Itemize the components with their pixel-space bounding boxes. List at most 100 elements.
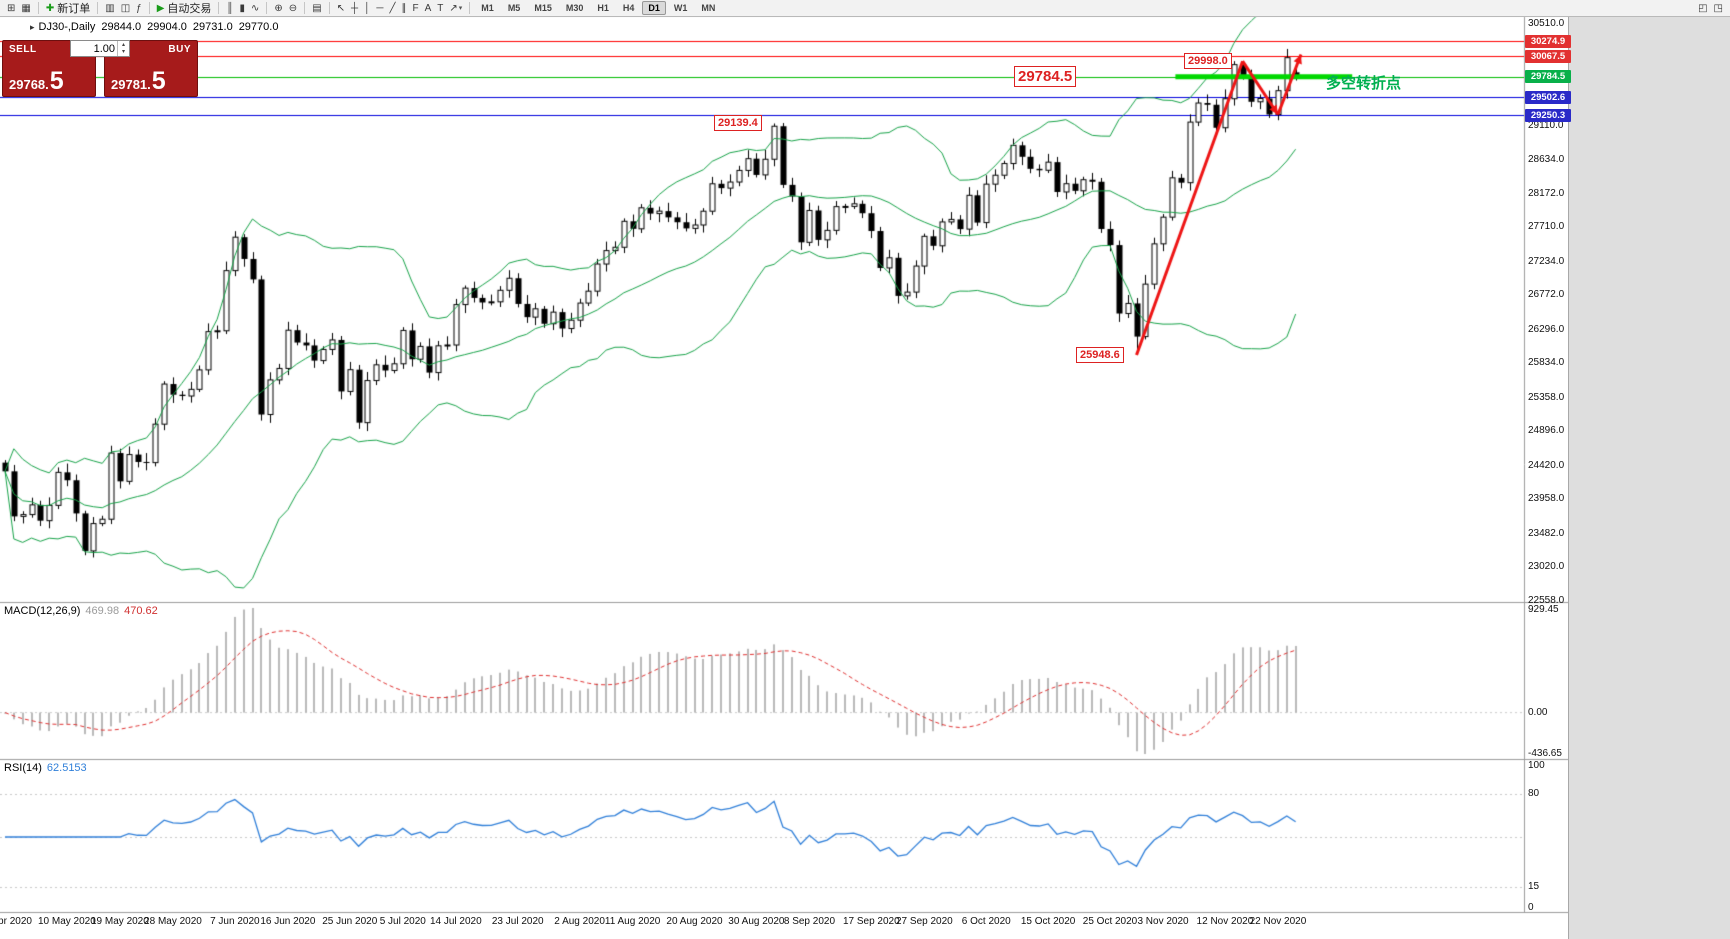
bar-chart-button[interactable]: ║ <box>224 1 235 16</box>
low-value: 29731.0 <box>192 21 233 33</box>
horizontal-line-icon: ─ <box>376 2 384 14</box>
rsi-axis-label: 0 <box>1528 902 1534 913</box>
fibonacci-button[interactable]: F <box>411 1 421 16</box>
timeframe-m1[interactable]: M1 <box>481 3 494 13</box>
date-axis-label: 25 Jun 2020 <box>322 916 378 927</box>
rsi-indicator-label: RSI(14) 62.5153 <box>4 762 87 774</box>
timeframe-m30[interactable]: M30 <box>565 3 584 13</box>
date-axis-label: 12 Nov 2020 <box>1196 916 1254 927</box>
rsi-axis-label: 100 <box>1528 760 1545 771</box>
date-axis-label: 6 Oct 2020 <box>961 916 1011 927</box>
buy-label: BUY <box>168 44 191 55</box>
price-axis-label: 22558.0 <box>1528 595 1565 606</box>
date-axis-label: 23 Jul 2020 <box>491 916 544 927</box>
vertical-line-button[interactable]: │ <box>362 1 372 16</box>
price-axis-label: 24896.0 <box>1528 425 1565 437</box>
navigator-button[interactable]: ◫ <box>119 1 132 16</box>
zoom-in-icon: ⊕ <box>274 2 283 14</box>
date-axis-label: 15 Oct 2020 <box>1020 916 1076 927</box>
toolbar-separator <box>328 2 330 14</box>
cursor-button[interactable]: ↖ <box>335 1 347 16</box>
price-label-29139: 29139.4 <box>714 115 762 132</box>
tile-windows-button[interactable]: ▤ <box>310 1 323 16</box>
volume-field[interactable]: 1.00 ▴ ▾ <box>70 40 130 57</box>
toolbar-separator <box>97 2 99 14</box>
price-chart-canvas[interactable] <box>0 0 1568 939</box>
profiles-button[interactable]: ▦ <box>19 1 32 16</box>
new-chart-button[interactable]: ⊞ <box>5 1 17 16</box>
date-axis-label: 5 Jul 2020 <box>379 916 426 927</box>
rsi-value: 62.5153 <box>46 762 87 774</box>
price-axis-label: 24420.0 <box>1528 459 1565 471</box>
price-label-29784: 29784.5 <box>1014 65 1077 87</box>
date-axis-label: 30 Aug 2020 <box>728 916 785 927</box>
price-axis-badge: 29784.5 <box>1525 70 1571 84</box>
rsi-axis-label: 80 <box>1528 788 1540 800</box>
horizontal-line-button[interactable]: ─ <box>374 1 385 16</box>
macd-axis-label: 929.45 <box>1528 604 1559 615</box>
symbol-period-label: DJ30-,Daily <box>38 21 96 33</box>
indicators-button[interactable]: ƒ <box>134 1 144 16</box>
macd-name: MACD(12,26,9) <box>4 605 81 617</box>
line-chart-button[interactable]: ∿ <box>249 1 261 16</box>
price-label-25948: 25948.6 <box>1076 346 1124 363</box>
toolbar-separator <box>266 2 268 14</box>
new-order-button[interactable]: ✚ 新订单 <box>44 1 92 16</box>
crosshair-icon: ┼ <box>351 2 359 14</box>
macd-main-value: 469.98 <box>85 605 120 617</box>
navigator-icon: ◫ <box>120 2 131 14</box>
market-watch-button[interactable]: ▥ <box>103 1 116 16</box>
price-axis-label: 25834.0 <box>1528 357 1565 369</box>
trendline-button[interactable]: ╱ <box>387 1 397 16</box>
label-button[interactable]: T <box>435 1 445 16</box>
volume-spinner[interactable]: ▴ ▾ <box>117 41 129 56</box>
new-order-button-label: 新订单 <box>57 3 91 15</box>
candlestick-chart-icon: ▮ <box>239 2 246 14</box>
timeframe-m5[interactable]: M5 <box>507 3 521 13</box>
date-axis-label: 3 Nov 2020 <box>1137 916 1189 927</box>
label-icon: T <box>437 2 444 14</box>
price-axis-label: 23020.0 <box>1528 561 1565 573</box>
timeframe-m15[interactable]: M15 <box>534 3 552 13</box>
channel-button[interactable]: ∥ <box>400 1 409 16</box>
new-chart-icon: ⊞ <box>7 2 16 14</box>
price-axis-label: 30510.0 <box>1528 18 1565 29</box>
date-axis-label: 22 Nov 2020 <box>1249 916 1307 927</box>
tile-windows-icon: ▤ <box>312 2 322 14</box>
arrows-button[interactable]: ↗ ▾ <box>447 1 464 16</box>
channel-icon: ∥ <box>401 2 407 14</box>
price-axis-label: 28172.0 <box>1528 187 1565 199</box>
volume-value: 1.00 <box>93 42 115 55</box>
spinner-down-icon[interactable]: ▾ <box>121 48 125 55</box>
price-axis-label: 29110.0 <box>1528 119 1564 131</box>
spinner-up-icon[interactable]: ▴ <box>121 41 125 48</box>
timeframe-mn[interactable]: MN <box>701 3 716 13</box>
candlestick-chart-button[interactable]: ▮ <box>238 1 248 16</box>
timeframe-w1[interactable]: W1 <box>673 3 688 13</box>
one-click-trading-panel: SELL 29768. 5 1.00 ▴ ▾ BUY 29781. 5 <box>2 40 198 97</box>
sell-price: 29768. 5 <box>9 67 64 95</box>
zoom-out-button[interactable]: ⊖ <box>287 1 299 16</box>
price-axis-badge: 29250.3 <box>1525 108 1571 122</box>
window-tile-button[interactable]: ◳ <box>1712 1 1725 16</box>
date-axis-label: 11 Aug 2020 <box>604 916 661 927</box>
autotrading-button[interactable]: ▶ 自动交易 <box>155 1 214 16</box>
crosshair-button[interactable]: ┼ <box>349 1 360 16</box>
toolbar-separator <box>218 2 220 14</box>
text-button[interactable]: A <box>423 1 434 16</box>
timeframe-h1[interactable]: H1 <box>597 3 609 13</box>
rsi-name: RSI(14) <box>4 762 42 774</box>
window-cascade-button[interactable]: ◰ <box>1696 1 1709 16</box>
date-axis-label: 14 Jul 2020 <box>429 916 482 927</box>
window-cascade-icon: ◰ <box>1698 2 1708 14</box>
timeframe-h4[interactable]: H4 <box>622 3 635 13</box>
timeframe-d1[interactable]: D1 <box>642 1 666 15</box>
zoom-in-button[interactable]: ⊕ <box>272 1 284 16</box>
bar-chart-icon: ║ <box>226 2 234 14</box>
date-axis-label: 2 Aug 2020 <box>554 916 605 927</box>
ohlc-info-line: ▸ DJ30-,Daily 29844.0 29904.0 29731.0 29770.0 <box>30 21 278 33</box>
macd-indicator-label: MACD(12,26,9) 469.98 470.62 <box>4 605 158 617</box>
vertical-line-icon: │ <box>364 2 371 14</box>
